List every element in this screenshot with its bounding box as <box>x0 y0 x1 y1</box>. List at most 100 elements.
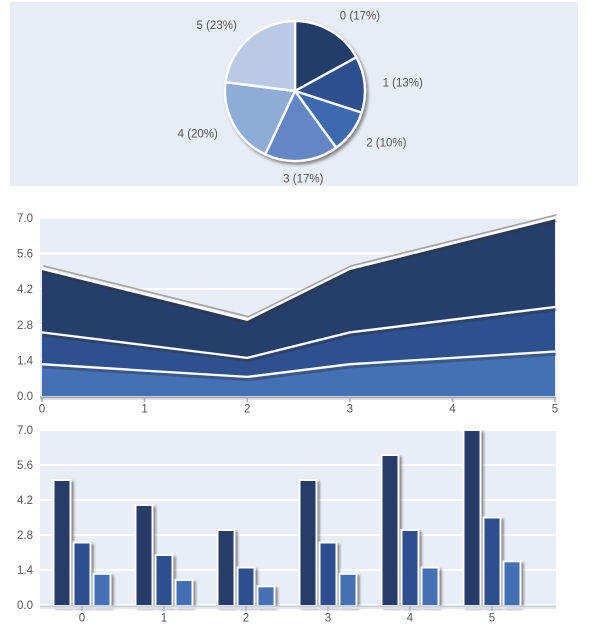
x-tick-mark <box>163 605 165 611</box>
bar-group-1 <box>134 504 194 607</box>
bar-series-2 <box>318 541 338 607</box>
x-tick-label: 2 <box>243 613 249 625</box>
y-tick-label: 5.6 <box>17 249 33 261</box>
gridline <box>40 429 556 431</box>
x-tick-mark <box>143 396 146 402</box>
gridlines <box>40 429 556 606</box>
y-tick-label: 4.2 <box>17 495 33 507</box>
y-tick-label: 7.0 <box>17 425 33 437</box>
x-tick-mark <box>245 605 247 611</box>
bar-series-3 <box>502 560 522 608</box>
gridline <box>40 217 556 219</box>
area-fill <box>42 351 555 396</box>
bar-group-2 <box>216 529 276 608</box>
x-tick-label: 0 <box>39 404 45 416</box>
y-tick-label: 4.2 <box>17 284 33 296</box>
y-tick-label: 2.8 <box>17 320 33 332</box>
x-tick-label: 5 <box>552 404 558 416</box>
x-axis-line <box>40 396 556 399</box>
pie-labels: 0 (17%) 1 (13%) 2 (10%) 3 (17%) 4 (20%) 5 (23… <box>178 10 423 185</box>
x-axis-line <box>40 605 556 608</box>
y-tick-label: 0.0 <box>17 391 33 403</box>
pie-slice-label-4: 4 (20%) <box>178 128 218 140</box>
y-tick-label: 0.0 <box>17 600 33 612</box>
bar-series-1 <box>380 454 400 607</box>
x-tick-mark <box>491 605 493 611</box>
bar-series-3 <box>338 572 358 608</box>
x-tick-mark <box>349 396 351 402</box>
bar-series-2 <box>482 516 502 607</box>
pie-slice-3 <box>264 89 338 163</box>
x-axis: 0 1 2 3 4 5 <box>40 605 556 625</box>
y-axis-labels: 0.0 1.4 2.8 4.2 5.6 7.0 <box>17 213 34 403</box>
x-tick-label: 5 <box>489 613 495 625</box>
gridline <box>40 499 556 501</box>
bar-series-2 <box>72 541 92 607</box>
x-tick-mark <box>81 605 83 611</box>
y-tick-label: 1.4 <box>17 565 34 577</box>
x-tick-label: 3 <box>325 613 331 625</box>
x-tick-label: 3 <box>347 404 353 416</box>
x-tick-mark <box>554 396 556 402</box>
gridline <box>40 288 556 291</box>
bar-series-3 <box>256 585 276 608</box>
series-top-shadow-line <box>43 214 557 318</box>
x-tick-label: 4 <box>449 404 456 416</box>
x-tick-label: 4 <box>407 613 414 625</box>
pie-slice-label-2: 2 (10%) <box>366 138 406 150</box>
bar-series-3 <box>92 572 112 608</box>
x-tick-label: 1 <box>141 404 147 416</box>
bar-series-1 <box>134 504 154 607</box>
bar-series-1 <box>52 479 72 607</box>
pie-chart: 0 (17%) 1 (13%) 2 (10%) 3 (17%) 4 (20%) 5 (23… <box>10 2 578 186</box>
gridline <box>40 252 556 255</box>
pie-slice-label-0: 0 (17%) <box>340 10 380 22</box>
bar-series-2 <box>154 554 174 607</box>
x-tick-mark <box>409 605 411 611</box>
x-tick-label: 2 <box>244 404 250 416</box>
pie-chart-panel: 0 (17%) 1 (13%) 2 (10%) 3 (17%) 4 (20%) 5 (23… <box>10 2 578 186</box>
area-chart: 0.0 1.4 2.8 4.2 5.6 7.0 0 1 2 3 4 5 <box>17 213 558 416</box>
y-tick-label: 1.4 <box>17 355 34 367</box>
y-tick-label: 5.6 <box>17 460 33 472</box>
bar-group-4 <box>380 454 440 607</box>
bar-series-2 <box>400 529 420 607</box>
x-tick-label: 0 <box>79 613 85 625</box>
pie-slice-label-5: 5 (23%) <box>197 20 237 32</box>
bar-group-0 <box>52 479 112 608</box>
bar-series-2 <box>236 566 256 607</box>
x-tick-mark <box>327 605 329 611</box>
boundary-shadow <box>43 352 557 382</box>
pie-slice-0 <box>293 19 358 93</box>
gridline <box>40 569 556 571</box>
x-tick-mark <box>41 396 43 402</box>
y-axis-labels: 0.0 1.4 2.8 4.2 5.6 7.0 <box>17 425 34 612</box>
x-tick-mark <box>451 396 454 402</box>
bar-chart: 0.0 1.4 2.8 4.2 5.6 7.0 0 1 2 3 4 5 <box>17 425 556 625</box>
area-chart-panel: 0.0 1.4 2.8 4.2 5.6 7.0 0 1 2 3 4 5 <box>0 196 600 420</box>
bar-series-1 <box>298 479 318 607</box>
x-axis: 0 1 2 3 4 5 <box>39 396 558 416</box>
bar-series-1 <box>216 529 236 607</box>
x-axis-line-shadow <box>40 398 556 400</box>
bar-series-3 <box>420 566 440 607</box>
pie-slices <box>223 19 367 163</box>
pie-slice-label-1: 1 (13%) <box>383 78 423 90</box>
x-tick-label: 1 <box>161 613 167 625</box>
y-tick-label: 2.8 <box>17 530 33 542</box>
gridline <box>40 464 556 466</box>
boundary-shadow <box>43 219 557 324</box>
bar-series-1 <box>462 429 482 607</box>
area-series-series-3 <box>41 350 557 396</box>
gridline <box>40 604 556 606</box>
pie-slice-5 <box>224 19 297 93</box>
boundary-line <box>41 216 556 321</box>
gridline <box>40 534 556 536</box>
x-tick-mark <box>246 396 248 402</box>
pie-slice-label-3: 3 (17%) <box>283 174 323 186</box>
y-tick-label: 7.0 <box>17 213 33 225</box>
boundary-line <box>41 350 556 379</box>
bar-chart-panel: 0.0 1.4 2.8 4.2 5.6 7.0 0 1 2 3 4 5 <box>0 421 600 627</box>
pie-slice-4 <box>223 81 297 156</box>
